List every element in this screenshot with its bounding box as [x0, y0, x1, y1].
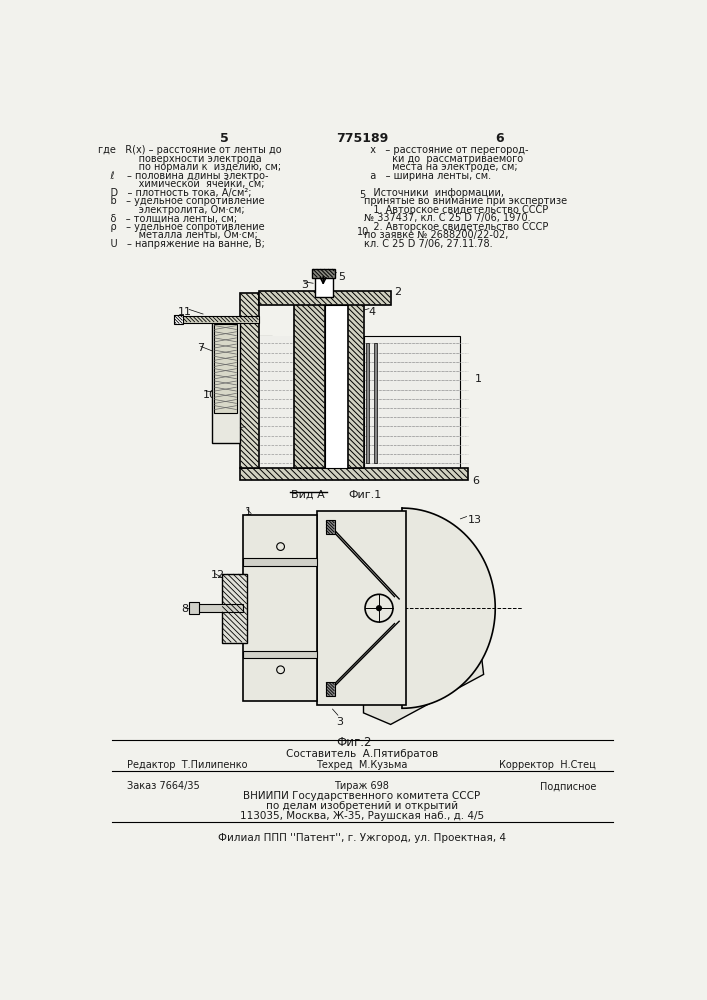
Text: Подписное: Подписное: [539, 781, 596, 791]
Text: 4: 4: [369, 307, 376, 317]
Text: Тираж 698: Тираж 698: [334, 781, 390, 791]
Text: Вид А: Вид А: [291, 490, 325, 500]
Bar: [189, 602, 199, 614]
Text: 13: 13: [468, 515, 482, 525]
Text: № 337437, кл. С 25 D 7/06, 1970.: № 337437, кл. С 25 D 7/06, 1970.: [364, 213, 531, 223]
Circle shape: [376, 605, 382, 611]
Text: 8: 8: [182, 604, 189, 614]
Bar: [174, 315, 183, 324]
Text: 10: 10: [356, 227, 369, 237]
Bar: [259, 336, 272, 468]
Text: ℓ    – половина длины электро-: ℓ – половина длины электро-: [98, 171, 268, 181]
Text: поверхности электрода: поверхности электрода: [98, 154, 262, 164]
Text: ВНИИПИ Государственного комитета СССР: ВНИИПИ Государственного комитета СССР: [243, 791, 481, 801]
Bar: [366, 343, 369, 463]
Text: δ   – толщина ленты, см;: δ – толщина ленты, см;: [98, 213, 237, 223]
Bar: [240, 468, 468, 480]
Text: 1: 1: [245, 507, 252, 517]
Polygon shape: [363, 542, 484, 724]
Bar: [259, 336, 293, 468]
Text: D   – плотность тока, А/см²;: D – плотность тока, А/см²;: [98, 188, 251, 198]
Text: 12: 12: [211, 570, 225, 580]
Text: 7: 7: [197, 343, 204, 353]
Text: 3: 3: [301, 280, 308, 290]
Text: Фиг.2: Фиг.2: [337, 736, 372, 749]
Bar: [363, 336, 460, 468]
Text: 5: 5: [338, 272, 345, 282]
Text: U   – напряжение на ванне, В;: U – напряжение на ванне, В;: [98, 239, 264, 249]
Bar: [177, 316, 259, 323]
Bar: [293, 297, 325, 468]
Text: 6: 6: [472, 476, 479, 486]
Bar: [315, 274, 332, 297]
Bar: [193, 604, 243, 612]
Text: 113035, Москва, Ж-35, Раушская наб., д. 4/5: 113035, Москва, Ж-35, Раушская наб., д. …: [240, 811, 484, 821]
Text: Редактор  Т.Пилипенко: Редактор Т.Пилипенко: [127, 760, 247, 770]
Text: ρ   – удельное сопротивление: ρ – удельное сопротивление: [98, 222, 264, 232]
Text: металла ленты, Ом·см;: металла ленты, Ом·см;: [98, 230, 257, 240]
Text: места на электроде, см;: места на электроде, см;: [364, 162, 518, 172]
Bar: [348, 297, 363, 468]
Text: 3: 3: [337, 717, 344, 727]
Text: Техред  М.Кузьма: Техред М.Кузьма: [316, 760, 408, 770]
Text: электролита, Ом·см;: электролита, Ом·см;: [98, 205, 245, 215]
Text: по делам изобретений и открытий: по делам изобретений и открытий: [266, 801, 458, 811]
Text: 10: 10: [203, 389, 217, 399]
Text: Корректор  Н.Стец: Корректор Н.Стец: [499, 760, 596, 770]
Bar: [325, 682, 335, 696]
Bar: [214, 324, 237, 413]
Bar: [312, 269, 335, 278]
Text: Источники  информации,: Источники информации,: [364, 188, 504, 198]
Bar: [243, 558, 317, 566]
Text: Филиал ППП ''Патент'', г. Ужгород, ул. Проектная, 4: Филиал ППП ''Патент'', г. Ужгород, ул. П…: [218, 833, 506, 843]
Polygon shape: [402, 508, 495, 708]
Text: принятые во внимание при экспертизе: принятые во внимание при экспертизе: [364, 196, 568, 206]
Text: по нормали к  изделию, см;: по нормали к изделию, см;: [98, 162, 281, 172]
Bar: [243, 651, 317, 658]
Bar: [373, 343, 377, 463]
Text: x   – расстояние от перегород-: x – расстояние от перегород-: [364, 145, 529, 155]
Text: 5: 5: [359, 190, 365, 200]
Text: 9: 9: [240, 428, 247, 438]
Text: кл. С 25 D 7/06, 27.11.78.: кл. С 25 D 7/06, 27.11.78.: [364, 239, 493, 249]
Bar: [317, 511, 406, 705]
Text: A: A: [319, 271, 327, 284]
Bar: [259, 291, 391, 305]
Text: 2: 2: [395, 287, 402, 297]
Text: по заявке № 2688200/22-02,: по заявке № 2688200/22-02,: [364, 230, 508, 240]
Bar: [243, 515, 317, 701]
Text: 11: 11: [178, 307, 192, 317]
Bar: [325, 305, 348, 468]
Text: ки до  рассматриваемого: ки до рассматриваемого: [364, 154, 523, 164]
Text: 2. Авторское свидетельство СССР: 2. Авторское свидетельство СССР: [364, 222, 549, 232]
Text: 6: 6: [496, 132, 504, 145]
Text: 5: 5: [221, 132, 229, 145]
Text: a   – ширина ленты, см.: a – ширина ленты, см.: [364, 171, 491, 181]
Bar: [325, 520, 335, 534]
Bar: [212, 320, 240, 443]
Text: где   R(x) – расстояние от ленты до: где R(x) – расстояние от ленты до: [98, 145, 281, 155]
Text: 775189: 775189: [336, 132, 388, 145]
Text: 1. Авторское свидетельство СССР: 1. Авторское свидетельство СССР: [364, 205, 549, 215]
Bar: [240, 293, 259, 468]
Text: b   – удельное сопротивление: b – удельное сопротивление: [98, 196, 264, 206]
Text: Заказ 7664/35: Заказ 7664/35: [127, 781, 200, 791]
Text: 1: 1: [475, 374, 482, 384]
Text: химической  ячейки, см;: химической ячейки, см;: [98, 179, 264, 189]
Text: Составитель  А.Пятибратов: Составитель А.Пятибратов: [286, 749, 438, 759]
Bar: [222, 574, 247, 643]
Text: Фиг.1: Фиг.1: [348, 490, 381, 500]
